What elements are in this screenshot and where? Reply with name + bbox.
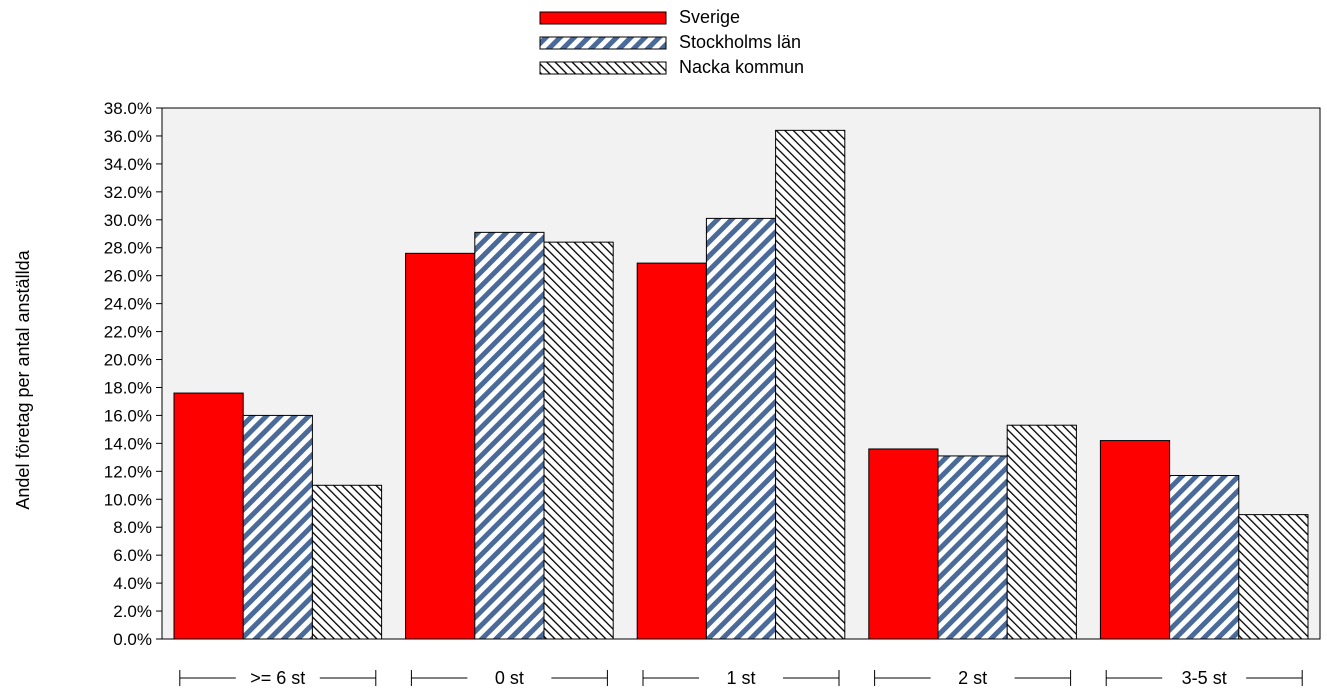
y-tick-label: 10.0% bbox=[104, 490, 152, 509]
y-tick-label: 26.0% bbox=[104, 267, 152, 286]
x-tick-label: 1 st bbox=[726, 668, 755, 688]
y-tick-label: 22.0% bbox=[104, 323, 152, 342]
y-axis: 0.0% 2.0% 4.0% 6.0% 8.0% 10.0% 12.0% 14.0% 16.0%… bbox=[104, 99, 162, 649]
y-tick-label: 36.0% bbox=[104, 127, 152, 146]
y-tick-label: 28.0% bbox=[104, 239, 152, 258]
bar-nacka-kommun-0-st bbox=[544, 242, 613, 639]
y-tick-label: 24.0% bbox=[104, 295, 152, 314]
x-category-1-st: 1 st bbox=[643, 668, 839, 688]
y-tick-label: 14.0% bbox=[104, 434, 152, 453]
y-tick-label: 34.0% bbox=[104, 155, 152, 174]
legend-label-stockholms-län: Stockholms län bbox=[679, 32, 801, 52]
bar-stockholms-län-2-st bbox=[938, 456, 1007, 639]
y-tick-label: 4.0% bbox=[113, 574, 152, 593]
legend-label-sverige: Sverige bbox=[679, 7, 740, 27]
x-category-3-5-st: 3-5 st bbox=[1106, 668, 1302, 688]
legend: Sverige Stockholms län Nacka kommun bbox=[540, 7, 804, 77]
legend-swatch-sverige bbox=[540, 12, 666, 24]
y-tick-label: 18.0% bbox=[104, 378, 152, 397]
y-tick-label: 2.0% bbox=[113, 602, 152, 621]
y-tick-label: 8.0% bbox=[113, 518, 152, 537]
bar-nacka-kommun-3-5-st bbox=[1239, 515, 1308, 639]
y-tick-label: 16.0% bbox=[104, 406, 152, 425]
x-tick-label: 0 st bbox=[495, 668, 524, 688]
legend-swatch-nacka-kommun bbox=[540, 62, 666, 74]
x-tick-label: 3-5 st bbox=[1182, 668, 1227, 688]
y-tick-label: 20.0% bbox=[104, 351, 152, 370]
legend-swatch-stockholms-län bbox=[540, 37, 666, 49]
y-axis-label: Andel företag per antal anställda bbox=[13, 249, 33, 509]
bar-nacka-kommun-2-st bbox=[1007, 425, 1076, 639]
bar-sverige-6-st bbox=[174, 393, 243, 639]
x-category-2-st: 2 st bbox=[875, 668, 1071, 688]
bar-sverige-3-5-st bbox=[1100, 441, 1169, 639]
bar-sverige-0-st bbox=[406, 253, 475, 639]
bar-stockholms-län-0-st bbox=[475, 232, 544, 639]
y-tick-label: 6.0% bbox=[113, 546, 152, 565]
bar-stockholms-län-3-5-st bbox=[1170, 476, 1239, 639]
y-tick-label: 38.0% bbox=[104, 99, 152, 118]
bar-sverige-1-st bbox=[637, 263, 706, 639]
bar-stockholms-län-1-st bbox=[706, 218, 775, 639]
y-tick-label: 12.0% bbox=[104, 462, 152, 481]
x-category-6-st: >= 6 st bbox=[180, 668, 376, 688]
x-category-0-st: 0 st bbox=[411, 668, 607, 688]
x-axis: >= 6 st 0 st 1 st 2 st 3-5 st bbox=[180, 668, 1302, 688]
y-tick-label: 32.0% bbox=[104, 183, 152, 202]
bar-stockholms-län-6-st bbox=[243, 415, 312, 639]
x-tick-label: 2 st bbox=[958, 668, 987, 688]
bar-nacka-kommun-1-st bbox=[776, 130, 845, 639]
bar-sverige-2-st bbox=[869, 449, 938, 639]
y-tick-label: 0.0% bbox=[113, 630, 152, 649]
legend-label-nacka-kommun: Nacka kommun bbox=[679, 57, 804, 77]
bar-nacka-kommun-6-st bbox=[312, 485, 381, 639]
y-tick-label: 30.0% bbox=[104, 211, 152, 230]
x-tick-label: >= 6 st bbox=[250, 668, 305, 688]
